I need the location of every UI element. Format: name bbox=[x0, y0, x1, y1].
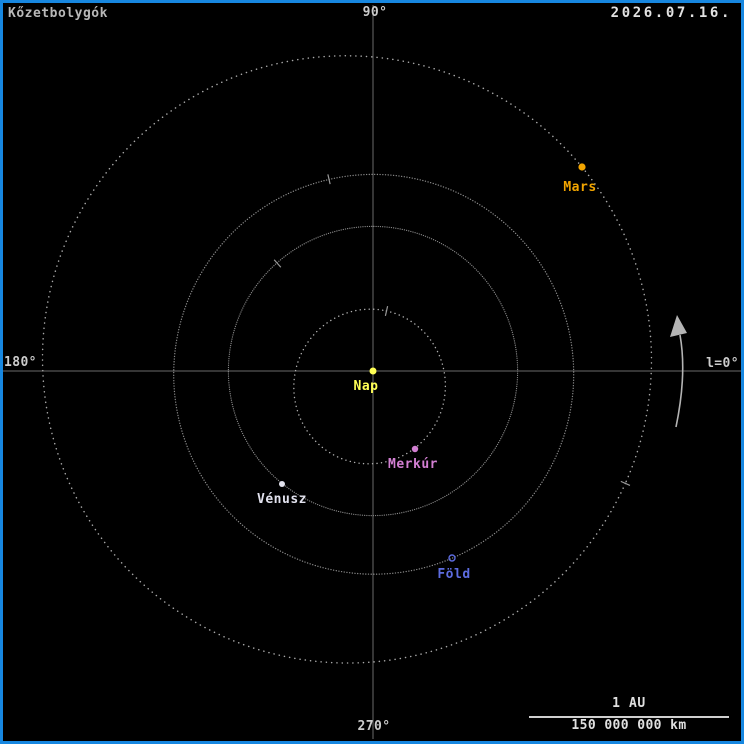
label-mars: Mars bbox=[563, 180, 597, 195]
perihelion-tick-merkur bbox=[384, 305, 389, 317]
body-merkur bbox=[411, 445, 419, 453]
perihelion-tick-venusz bbox=[273, 259, 282, 268]
orbit-venusz bbox=[227, 225, 519, 517]
axis-label-270: 270° bbox=[357, 719, 391, 734]
direction-arrow-shaft bbox=[675, 334, 684, 428]
body-mars bbox=[578, 163, 586, 171]
body-fold bbox=[448, 554, 456, 562]
body-venusz bbox=[279, 481, 285, 487]
page-title: Kőzetbolygók bbox=[8, 6, 108, 21]
perihelion-tick-fold bbox=[327, 174, 331, 185]
direction-arrow-head bbox=[670, 315, 687, 337]
axis-label-180: 180° bbox=[4, 355, 37, 370]
scale-bar-line bbox=[529, 716, 729, 718]
scale-bar-km-label: 150 000 000 km bbox=[571, 718, 687, 733]
label-venusz: Vénusz bbox=[257, 492, 307, 507]
axis-label-0: l=0° bbox=[706, 356, 739, 371]
label-fold: Föld bbox=[437, 567, 471, 582]
scale-bar-au-label: 1 AU bbox=[612, 696, 646, 711]
date-label: 2026.07.16. bbox=[610, 5, 732, 21]
label-merkur: Merkúr bbox=[388, 457, 438, 472]
perihelion-tick-mars bbox=[620, 480, 631, 486]
label-nap: Nap bbox=[353, 379, 379, 394]
body-nap bbox=[369, 367, 377, 375]
axis-label-90: 90° bbox=[362, 5, 388, 20]
